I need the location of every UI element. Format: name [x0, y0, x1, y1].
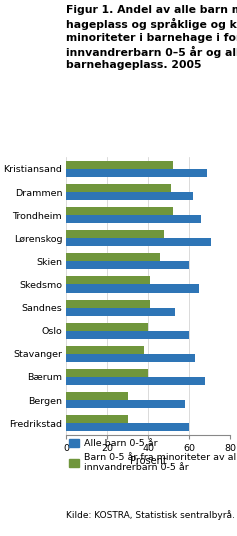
X-axis label: Prosent: Prosent — [130, 456, 167, 466]
Bar — [66, 184, 171, 192]
Bar — [66, 392, 128, 400]
Bar — [66, 215, 201, 223]
Bar — [66, 285, 199, 293]
Bar — [66, 230, 164, 238]
Text: Kilde: KOSTRA, Statistisk sentralbyrå.: Kilde: KOSTRA, Statistisk sentralbyrå. — [66, 510, 235, 519]
Bar — [66, 377, 205, 385]
Bar — [66, 400, 185, 408]
Bar — [66, 323, 148, 331]
Bar — [66, 161, 173, 169]
Bar — [66, 346, 144, 354]
Bar — [66, 238, 211, 247]
Bar — [66, 300, 150, 308]
Legend: Alle barn 0-5 år, Barn 0-5 år fra minoriteter av alle
innvandrerbarn 0-5 år: Alle barn 0-5 år, Barn 0-5 år fra minori… — [69, 439, 237, 472]
Bar — [66, 254, 160, 262]
Bar — [66, 207, 173, 215]
Bar — [66, 262, 189, 270]
Bar — [66, 354, 195, 362]
Bar — [66, 369, 148, 377]
Bar — [66, 331, 189, 339]
Bar — [66, 308, 175, 316]
Bar — [66, 192, 193, 200]
Text: Figur 1. Andel av alle barn med barne-
hageplass og språklige og kulturelle
mino: Figur 1. Andel av alle barn med barne- h… — [66, 5, 237, 70]
Bar — [66, 415, 128, 423]
Bar — [66, 423, 189, 431]
Bar — [66, 277, 150, 285]
Bar — [66, 169, 207, 177]
